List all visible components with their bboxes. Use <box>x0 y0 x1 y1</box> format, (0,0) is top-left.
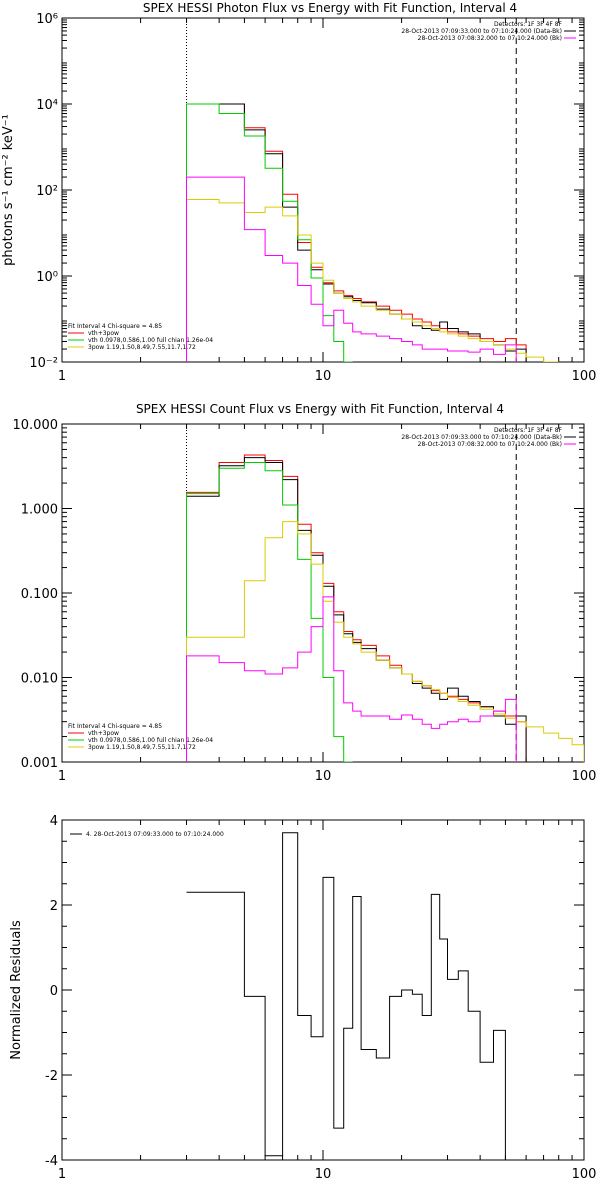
y-tick-label: 0.001 <box>21 756 58 771</box>
y-tick-label: 10⁻² <box>29 356 58 371</box>
y-tick-label: 2 <box>50 899 58 914</box>
y-tick-label: 10⁴ <box>36 98 58 113</box>
y-tick-label: 4 <box>50 814 58 829</box>
series-vth <box>186 462 353 762</box>
series-total <box>186 832 517 1160</box>
series-fit_sum <box>186 103 527 362</box>
x-tick-label: 100 <box>572 769 597 784</box>
x-tick-label: 10 <box>315 369 332 384</box>
series-3pow <box>186 199 559 362</box>
panel-title: SPEX HESSI Photon Flux vs Energy with Fi… <box>143 1 517 15</box>
count-flux-panel: SPEX HESSI Count Flux vs Energy with Fit… <box>13 402 597 784</box>
legend-header-text: 28-Oct-2013 07:09:33.000 to 07:10:24.000… <box>401 28 562 35</box>
legend-text: 4. 28-Oct-2013 07:09:33.000 to 07:10:24.… <box>86 831 224 838</box>
series-fit_sum <box>186 454 527 762</box>
legend-fit-text: vth+3pow <box>88 330 119 337</box>
y-tick-label: 1.000 <box>21 503 58 518</box>
legend-fit-text: Fit Interval 4 Chi-square = 4.85 <box>68 323 162 330</box>
legend-fit-text: Fit Interval 4 Chi-square = 4.85 <box>68 723 162 730</box>
series-bk <box>186 176 517 362</box>
y-tick-label: -4 <box>45 1154 58 1169</box>
y-tick-label: -2 <box>45 1069 58 1084</box>
plot-area <box>186 103 559 362</box>
y-tick-label: 10² <box>36 184 58 199</box>
photon-flux-panel: SPEX HESSI Photon Flux vs Energy with Fi… <box>1 1 596 384</box>
legend-header-text: 28-Oct-2013 07:08:32.000 to 07:10:24.000… <box>418 441 562 448</box>
legend-header-text: Detectors: 1F 3F 4F 8F <box>494 21 563 28</box>
y-tick-label: 10.000 <box>13 418 59 433</box>
x-tick-label: 1 <box>58 769 66 784</box>
legend-fit-text: 3pow 1.19,1.50,8.49,7.55,11.7,1.72 <box>88 344 196 351</box>
series-vth <box>186 103 353 362</box>
legend-fit-text: vth 0.0978,0.586,1.00 full chian 1.26e-0… <box>88 337 213 344</box>
x-tick-label: 1 <box>58 1167 66 1182</box>
y-tick-label: 10⁶ <box>36 12 58 27</box>
x-tick-label: 10 <box>315 769 332 784</box>
plot-area <box>186 454 584 762</box>
legend-header-text: 28-Oct-2013 07:08:32.000 to 07:10:24.000… <box>418 35 562 42</box>
x-tick-label: 10 <box>315 1167 332 1182</box>
legend-header-text: Detectors: 1F 3F 4F 8F <box>494 427 563 434</box>
legend-fit-text: vth+3pow <box>88 730 119 737</box>
x-tick-label: 100 <box>572 1167 597 1182</box>
y-tick-label: 0.010 <box>21 672 58 687</box>
legend-fit-text: 3pow 1.19,1.50,8.49,7.55,11.7,1.72 <box>88 744 196 751</box>
residuals-panel: Normalized Residuals 1 10 100 -4 -2 0 2 4 4. 28-… <box>9 814 596 1182</box>
plot-area <box>186 832 517 1160</box>
y-tick-label: 0 <box>50 984 58 999</box>
x-tick-label: 100 <box>572 369 597 384</box>
y-tick-label: 0.100 <box>21 587 58 602</box>
series-total <box>186 103 527 362</box>
series-3pow <box>186 521 584 762</box>
y-axis-label: photons s⁻¹ cm⁻² keV⁻¹ <box>1 114 16 266</box>
panel-title: SPEX HESSI Count Flux vs Energy with Fit… <box>136 402 504 416</box>
legend-fit-text: vth 0.0978,0.586,1.00 full chian 1.26e-0… <box>88 737 213 744</box>
legend-header-text: 28-Oct-2013 07:09:33.000 to 07:10:24.000… <box>401 434 562 441</box>
series-bk <box>186 596 517 762</box>
y-axis-label: Normalized Residuals <box>9 920 24 1060</box>
x-tick-label: 1 <box>58 369 66 384</box>
series-total <box>186 457 527 762</box>
y-tick-label: 10⁰ <box>36 270 58 285</box>
